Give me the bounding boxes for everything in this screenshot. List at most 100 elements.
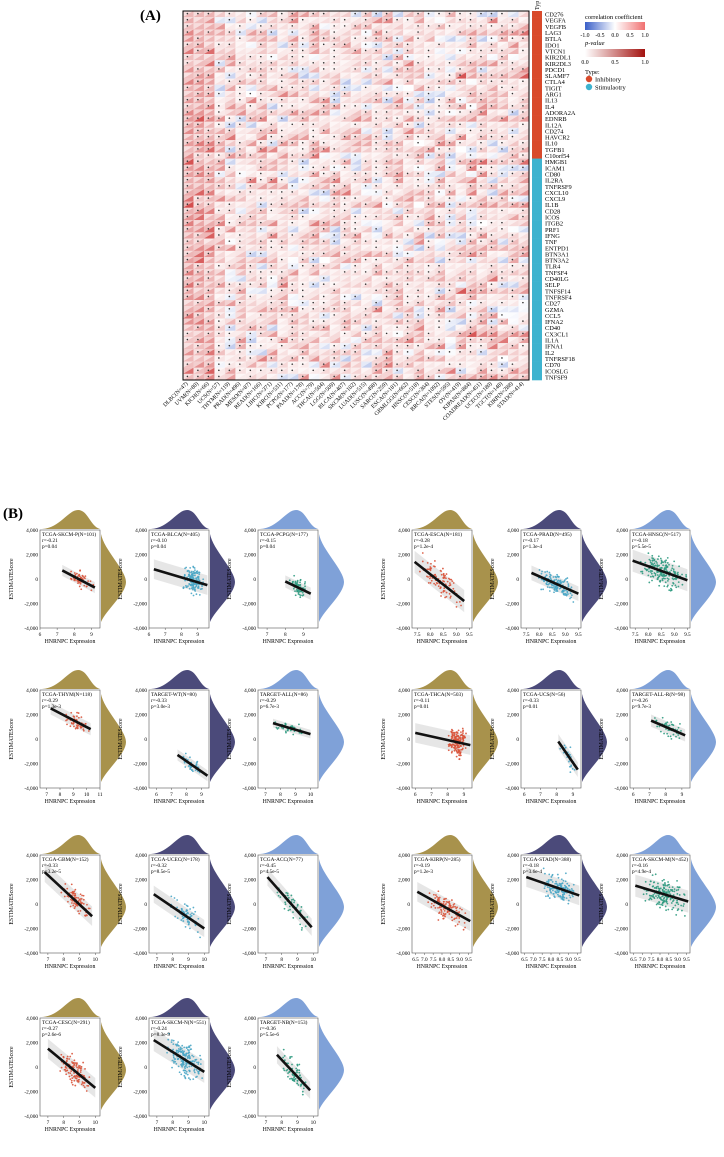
heatmap-dot [459, 277, 461, 279]
heatmap-triangle [277, 97, 288, 104]
heatmap-triangle [361, 66, 372, 73]
heatmap-dot [218, 314, 220, 316]
heatmap-triangle [476, 226, 488, 233]
heatmap-triangle [298, 275, 309, 282]
heatmap-triangle [266, 11, 278, 18]
heatmap-dot [396, 351, 398, 353]
heatmap-triangle [361, 103, 372, 110]
heatmap-triangle [434, 244, 446, 251]
heatmap-triangle [487, 343, 498, 350]
heatmap-dot [186, 141, 189, 144]
heatmap-triangle [235, 90, 246, 98]
heatmap-triangle [392, 54, 404, 61]
heatmap-dot [333, 55, 335, 58]
heatmap-dot [448, 123, 451, 126]
heatmap-dot [459, 105, 461, 107]
heatmap-dot [522, 148, 524, 150]
heatmap-dot [385, 141, 388, 144]
heatmap-triangle [183, 293, 194, 301]
heatmap-dot [375, 307, 377, 310]
heatmap-dot [301, 178, 304, 181]
heatmap-dot [427, 55, 430, 58]
heatmap-triangle [466, 41, 477, 48]
heatmap-dot [396, 369, 398, 372]
heatmap-triangle [361, 257, 372, 264]
heatmap-dot [259, 203, 262, 206]
heatmap-dot [375, 98, 377, 101]
heatmap-triangle [193, 361, 204, 368]
heatmap-triangle [277, 146, 288, 153]
heatmap-triangle [193, 60, 204, 67]
heatmap-dot [239, 320, 241, 322]
heatmap-triangle [287, 336, 299, 344]
heatmap-triangle [277, 177, 288, 184]
heatmap-triangle [487, 220, 498, 227]
heatmap-triangle [350, 54, 362, 61]
heatmap-triangle [214, 257, 225, 264]
heatmap-triangle [235, 72, 246, 79]
heatmap-triangle [434, 250, 446, 257]
heatmap-dot [239, 98, 241, 101]
heatmap-triangle [487, 109, 498, 116]
heatmap-triangle [256, 35, 267, 42]
heatmap-dot [239, 246, 241, 249]
heatmap-triangle [224, 183, 236, 190]
heatmap-triangle [445, 343, 456, 350]
heatmap-dot [186, 252, 189, 255]
heatmap-dot [438, 43, 440, 46]
heatmap-dot [333, 86, 335, 89]
heatmap-triangle [434, 72, 446, 79]
heatmap-dot [427, 184, 430, 187]
heatmap-dot [490, 221, 493, 224]
heatmap-dot [186, 246, 189, 249]
heatmap-triangle [340, 343, 351, 350]
heatmap-triangle [214, 134, 225, 141]
heatmap-triangle [214, 17, 225, 24]
heatmap-triangle [298, 201, 309, 208]
heatmap-triangle [287, 115, 299, 122]
heatmap-dot [312, 172, 315, 175]
heatmap-dot [228, 289, 231, 292]
heatmap-triangle [340, 35, 351, 42]
heatmap-triangle [287, 355, 299, 362]
heatmap-dot [448, 197, 451, 199]
heatmap-dot [501, 37, 503, 39]
heatmap-triangle [497, 287, 509, 294]
heatmap-dot [291, 307, 294, 310]
heatmap-triangle [287, 72, 299, 79]
heatmap-triangle [235, 97, 246, 104]
heatmap-triangle [340, 226, 351, 233]
heatmap-triangle [214, 170, 225, 178]
heatmap-dot [427, 228, 430, 230]
heatmap-dot [427, 240, 430, 242]
heatmap-triangle [445, 109, 456, 116]
heatmap-triangle [434, 189, 446, 196]
heatmap-dot [218, 117, 220, 119]
heatmap-triangle [256, 90, 267, 98]
heatmap-dot [228, 18, 231, 21]
heatmap-triangle [308, 17, 320, 24]
heatmap-triangle [308, 257, 320, 264]
heatmap-dot [406, 18, 409, 21]
heatmap-triangle [245, 17, 257, 24]
heatmap-dot [259, 178, 262, 181]
heatmap-triangle [329, 318, 341, 325]
heatmap-dot [333, 314, 335, 316]
heatmap-triangle [476, 84, 488, 91]
heatmap-triangle [382, 220, 393, 227]
heatmap-triangle [508, 220, 519, 227]
heatmap-triangle [476, 263, 488, 270]
heatmap-triangle [319, 177, 330, 184]
heatmap-triangle [497, 336, 509, 344]
heatmap-triangle [193, 324, 204, 331]
heatmap-dot [322, 166, 325, 169]
heatmap-triangle [508, 324, 519, 331]
heatmap-dot [375, 246, 377, 249]
heatmap-dot [396, 49, 398, 52]
heatmap-triangle [497, 134, 509, 141]
heatmap-dot [343, 92, 346, 95]
heatmap-dot [280, 141, 283, 144]
heatmap-dot [364, 68, 367, 70]
heatmap-dot [438, 307, 440, 310]
heatmap-triangle [277, 195, 288, 202]
